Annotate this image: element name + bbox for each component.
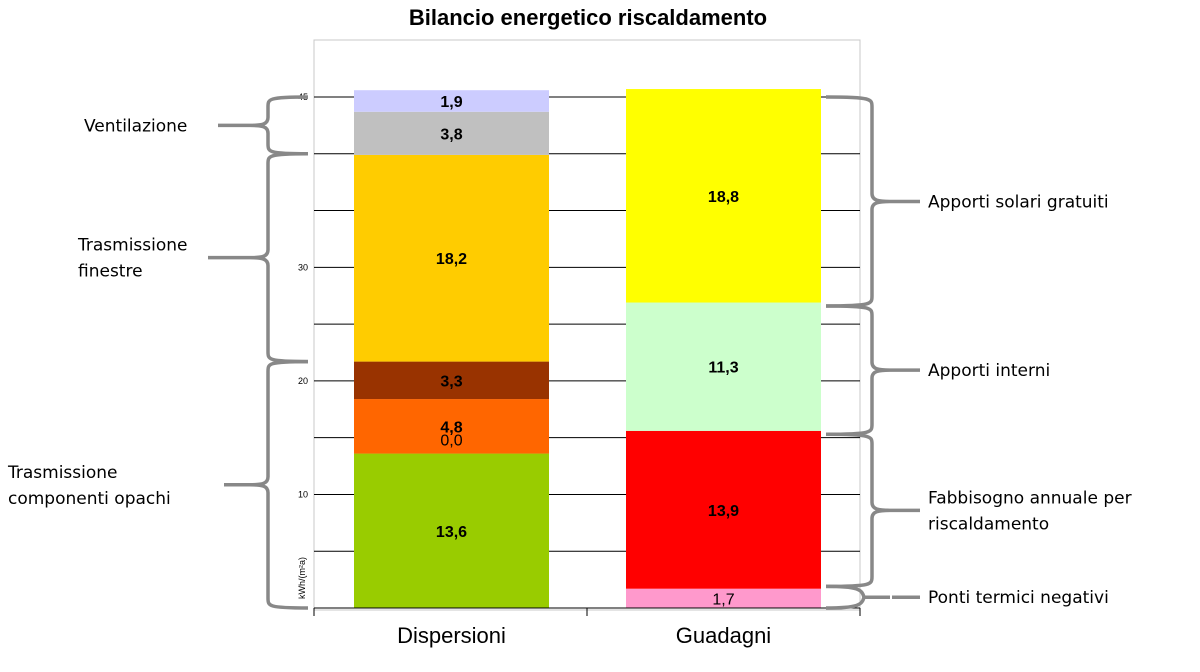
annotation-right-text: riscaldamento [928, 514, 1049, 534]
annotation-left-text: finestre [78, 262, 143, 282]
chart-title: Bilancio energetico riscaldamento [409, 5, 767, 30]
segment-label: 13,6 [436, 524, 467, 541]
segment-label: 3,3 [440, 373, 462, 390]
annotation-right-text: Ponti termici negativi [928, 588, 1109, 608]
segment-label: 13,9 [708, 503, 739, 520]
bar-segment [626, 302, 821, 431]
annotation-right-text: Apporti solari gratuiti [928, 192, 1109, 212]
bar-segment [626, 588, 821, 608]
bar-segment [354, 111, 549, 155]
annotation-left-text: componenti opachi [8, 489, 171, 509]
segment-label: 18,8 [708, 189, 739, 206]
y-tick-label: 20 [298, 376, 308, 386]
bar-segment [354, 90, 549, 112]
segment-label: 1,9 [440, 94, 462, 111]
segment-label: 0,0 [440, 433, 462, 450]
y-tick-label: 30 [298, 262, 308, 272]
x-axis [313, 607, 861, 616]
category-label: Guadagni [676, 623, 771, 648]
segment-label: 11,3 [708, 360, 738, 377]
right-brace [825, 584, 890, 610]
segment-label: 4,8 [440, 419, 462, 436]
bar-segment [354, 453, 549, 608]
right-brace [825, 432, 893, 589]
bar-segment [354, 361, 549, 400]
annotation-left-text: Trasmissione [7, 463, 118, 483]
left-brace [249, 95, 309, 156]
segment-label: 3,8 [440, 126, 462, 143]
category-label: Dispersioni [397, 623, 506, 648]
right-brace [825, 95, 893, 308]
segment-labels: 13,6 0,04,8 3,3 18,2 3,8 1,9 Dispersioni 1,7 13,… [397, 94, 771, 648]
annotation-right-text: Fabbisogno annuale per [928, 488, 1132, 508]
annotations: Ventilazione Trasmissione finestre Trasmis… [7, 116, 1132, 608]
segment-label: 18,2 [436, 251, 467, 268]
annotation-left-text: Trasmissione [77, 236, 188, 256]
annotation-braces [208, 95, 920, 610]
annotation-right-text: Apporti interni [928, 361, 1050, 381]
left-brace [249, 152, 309, 364]
y-axis-label: kWh/(m²a) [297, 557, 307, 599]
right-brace [825, 304, 893, 437]
bar-segment [354, 399, 549, 454]
y-tick-label: 10 [298, 489, 308, 499]
bar-segment [626, 89, 821, 303]
bar-segment [354, 154, 549, 362]
annotation-left-text: Ventilazione [84, 116, 187, 136]
bars [354, 89, 821, 608]
segment-label: 1,7 [712, 591, 734, 608]
bar-segment [626, 430, 821, 589]
